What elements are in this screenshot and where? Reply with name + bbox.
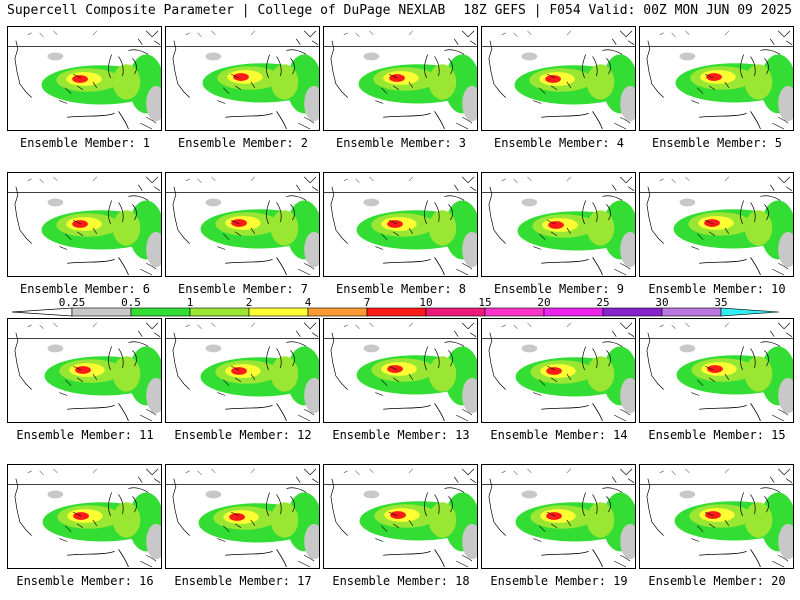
colorbar-low-arrow (11, 307, 73, 317)
ensemble-map (323, 318, 478, 423)
ensemble-member-label: Ensemble Member: 5 (651, 136, 783, 150)
ensemble-member-label: Ensemble Member: 14 (490, 428, 628, 442)
colorbar-tick-label: 0.5 (121, 296, 141, 309)
ensemble-map (165, 464, 320, 569)
ensemble-member-label: Ensemble Member: 6 (19, 282, 151, 296)
ensemble-member-label: Ensemble Member: 16 (16, 574, 154, 588)
ensemble-member-label: Ensemble Member: 3 (335, 136, 467, 150)
ensemble-map (323, 172, 478, 277)
colorbar-tick-label: 30 (655, 296, 668, 309)
ensemble-map (639, 172, 794, 277)
colorbar-tick-label: 10 (419, 296, 432, 309)
ensemble-member-label: Ensemble Member: 9 (493, 282, 625, 296)
ensemble-map (7, 172, 162, 277)
ensemble-member-label: Ensemble Member: 19 (490, 574, 628, 588)
ensemble-member-label: Ensemble Member: 15 (648, 428, 786, 442)
ensemble-map (481, 172, 636, 277)
colorbar-segment (484, 307, 545, 317)
ensemble-map (481, 318, 636, 423)
ensemble-member-label: Ensemble Member: 7 (177, 282, 309, 296)
ensemble-member-label: Ensemble Member: 20 (648, 574, 786, 588)
ensemble-map (481, 464, 636, 569)
ensemble-member-label: Ensemble Member: 11 (16, 428, 154, 442)
colorbar-segment (543, 307, 604, 317)
ensemble-member-label: Ensemble Member: 10 (648, 282, 786, 296)
page-title: Supercell Composite Parameter | College … (7, 3, 446, 18)
ensemble-map (481, 26, 636, 131)
ensemble-map (7, 464, 162, 569)
ensemble-map (7, 26, 162, 131)
colorbar-segment (425, 307, 486, 317)
colorbar-segment (661, 307, 722, 317)
ensemble-member-label: Ensemble Member: 1 (19, 136, 151, 150)
colorbar-segment (602, 307, 663, 317)
ensemble-member-label: Ensemble Member: 13 (332, 428, 470, 442)
colorbar-tick-label: 35 (714, 296, 727, 309)
colorbar-high-arrow (720, 307, 780, 317)
colorbar-segment (366, 307, 427, 317)
ensemble-member-label: Ensemble Member: 18 (332, 574, 470, 588)
colorbar-tick-label: 2 (246, 296, 253, 309)
colorbar-tick-label: 0.25 (59, 296, 86, 309)
colorbar-tick-label: 4 (305, 296, 312, 309)
colorbar-segment (71, 307, 132, 317)
ensemble-map (7, 318, 162, 423)
ensemble-member-label: Ensemble Member: 8 (335, 282, 467, 296)
ensemble-member-label: Ensemble Member: 2 (177, 136, 309, 150)
ensemble-map (165, 26, 320, 131)
ensemble-map (639, 318, 794, 423)
ensemble-map (323, 26, 478, 131)
colorbar-segment (189, 307, 250, 317)
ensemble-member-label: Ensemble Member: 4 (493, 136, 625, 150)
colorbar-tick-label: 7 (364, 296, 371, 309)
ensemble-map (165, 172, 320, 277)
colorbar-segment (248, 307, 309, 317)
colorbar-tick-label: 15 (478, 296, 491, 309)
colorbar-tick-label: 25 (596, 296, 609, 309)
colorbar-tick-label: 1 (187, 296, 194, 309)
ensemble-map (323, 464, 478, 569)
colorbar-tick-label: 20 (537, 296, 550, 309)
ensemble-map (165, 318, 320, 423)
color-scale: 0.25 0.5 1 2 4 7 10 15 20 25 30 35 (11, 296, 780, 317)
ensemble-member-label: Ensemble Member: 12 (174, 428, 312, 442)
colorbar-segment (307, 307, 368, 317)
valid-time: 18Z GEFS | F054 Valid: 00Z MON JUN 09 20… (463, 3, 792, 18)
colorbar-segment (130, 307, 191, 317)
ensemble-member-label: Ensemble Member: 17 (174, 574, 312, 588)
ensemble-map (639, 464, 794, 569)
ensemble-map (639, 26, 794, 131)
